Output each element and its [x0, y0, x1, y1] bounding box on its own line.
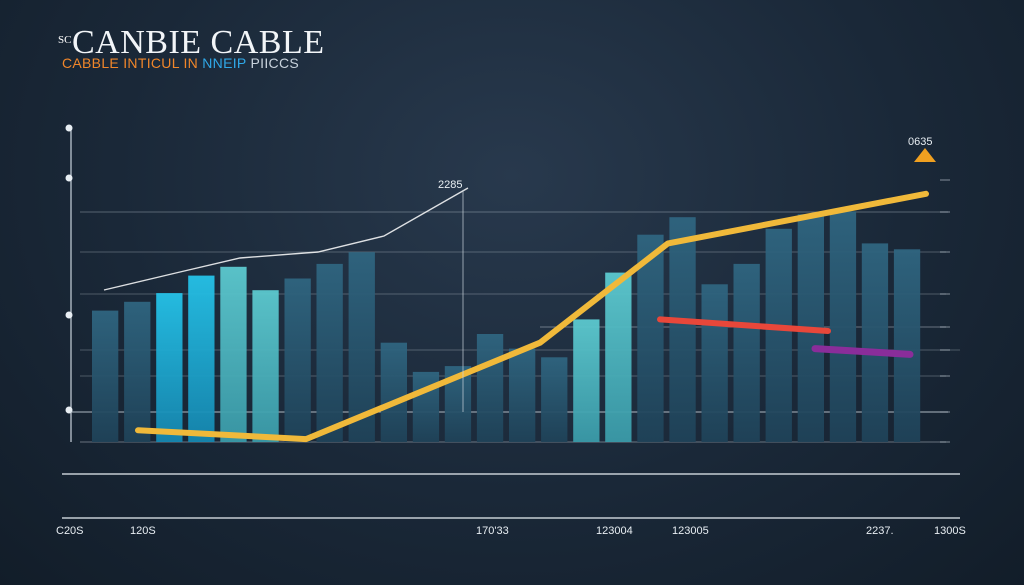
bar-20 — [701, 284, 728, 442]
tick-labels: 2285 0635 C20S 120S 170'33 123004 123005 2237. 1… — [56, 136, 966, 537]
bar-19 — [669, 217, 696, 442]
bar-8 — [316, 263, 343, 442]
bar-25 — [861, 243, 889, 442]
trend-line-1 — [135, 190, 929, 443]
chart-title: CANBIE CABLE — [72, 24, 325, 61]
bar-18 — [637, 234, 664, 442]
bar-24 — [829, 211, 857, 442]
bars — [92, 211, 921, 442]
bar-2 — [124, 301, 151, 442]
x-tick-label: 1300S — [934, 525, 966, 537]
x-tick-label: 2237. — [866, 525, 894, 537]
x-tick-label: 120S — [130, 525, 156, 537]
bar-7 — [284, 278, 311, 442]
x-tick-label: C20S — [56, 525, 84, 537]
chart-subtitle: CABBLE INTICUL IN NNEIP PIICCS — [62, 55, 299, 71]
white-trend-line — [103, 187, 469, 291]
bar-4 — [188, 275, 215, 442]
annotation-label: 2285 — [438, 179, 462, 191]
title-prefix: SC — [58, 34, 72, 46]
bar-6 — [252, 290, 279, 442]
bar-5 — [220, 266, 247, 442]
trend-lines — [103, 148, 936, 443]
x-tick-label: 123004 — [596, 525, 633, 537]
y-axis-marker — [65, 124, 73, 132]
bar-10 — [380, 342, 407, 442]
bar-17 — [605, 272, 632, 442]
bar-26 — [893, 249, 921, 442]
subtitle-part-1: CABBLE INTICUL IN — [62, 55, 199, 71]
bar-21 — [733, 263, 760, 442]
bar-22 — [765, 228, 792, 442]
y-axis-marker — [65, 311, 73, 319]
x-tick-label: 170'33 — [476, 525, 509, 537]
trend-line-3 — [811, 345, 914, 358]
trend-line-2 — [657, 316, 831, 334]
x-tick-label: 123005 — [672, 525, 709, 537]
subtitle-part-2: NNEIP — [202, 55, 247, 71]
bar-14 — [509, 348, 536, 442]
bar-3 — [156, 293, 183, 442]
bar-11 — [412, 371, 440, 442]
bar-16 — [573, 319, 600, 442]
bar-13 — [476, 334, 504, 442]
bar-15 — [541, 357, 568, 442]
bar-1 — [92, 310, 119, 442]
annotation-label: 0635 — [908, 136, 932, 148]
y-axis-marker — [65, 174, 73, 182]
peak-marker — [914, 148, 936, 162]
subtitle-part-3: PIICCS — [250, 55, 299, 71]
